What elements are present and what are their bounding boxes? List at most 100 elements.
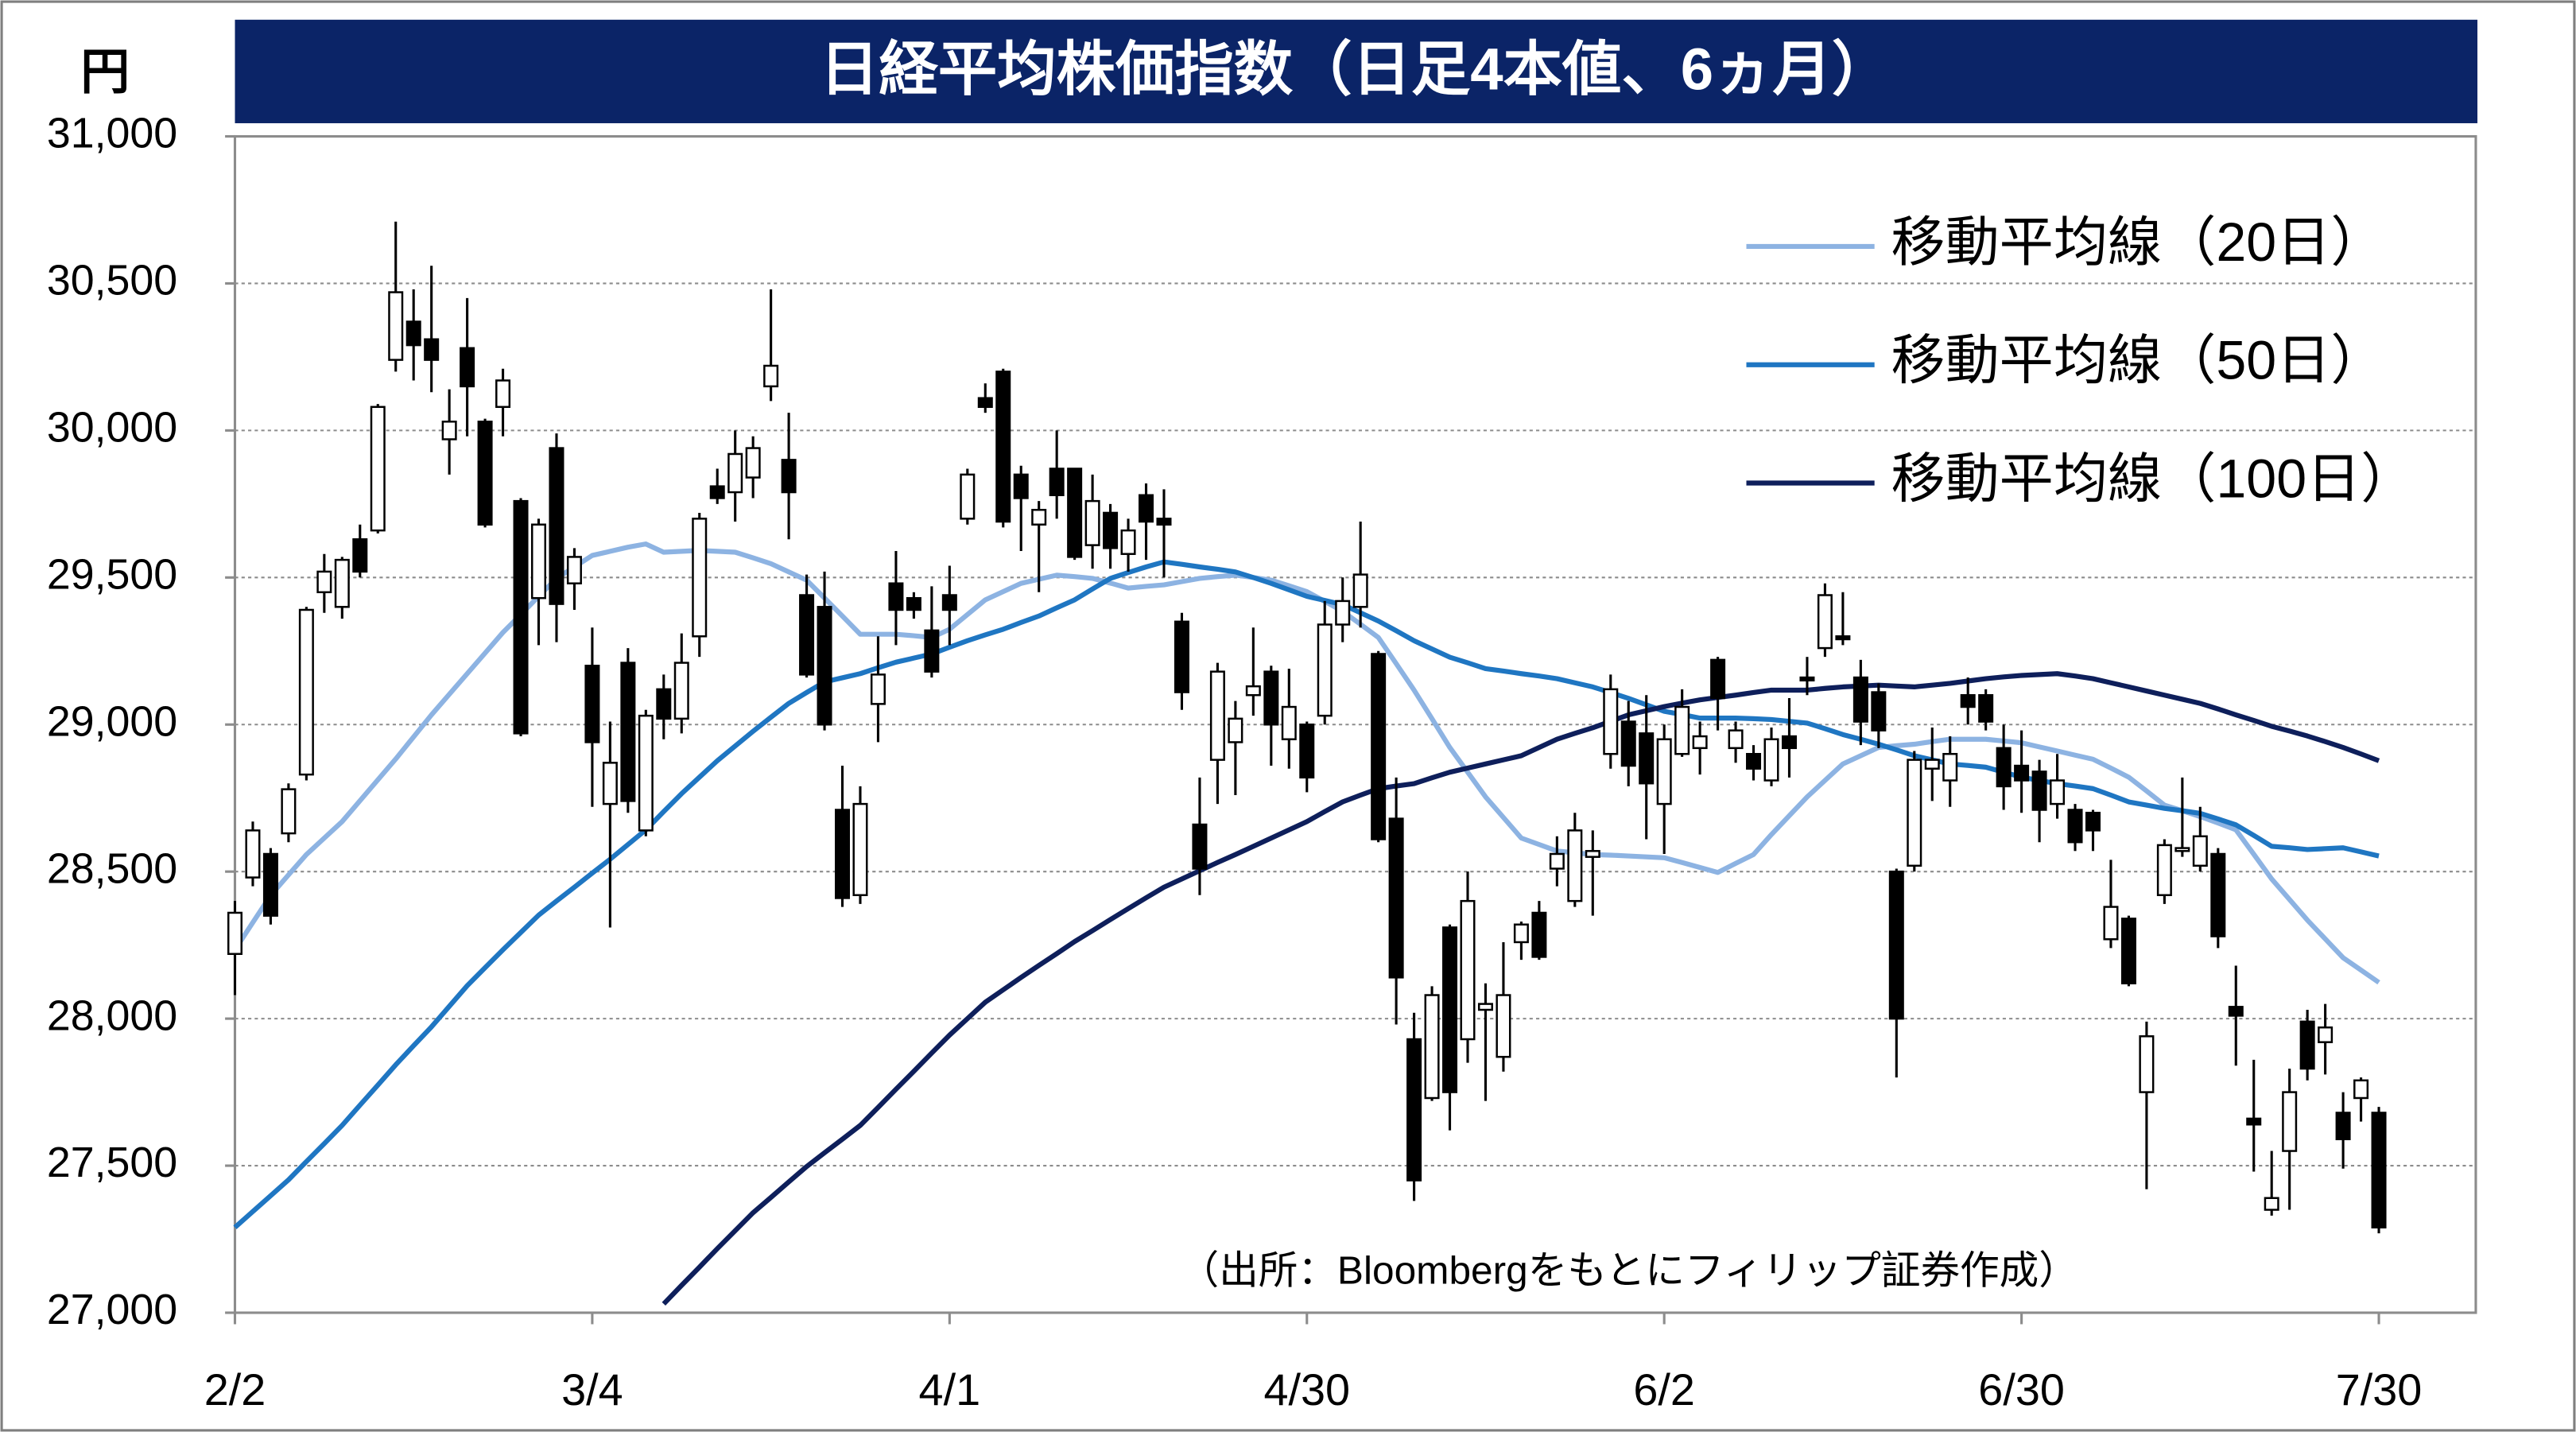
legend-label: 移動平均線（50日）	[1891, 331, 2384, 391]
source-note: （出所：Bloombergをもとにフィリップ証券作成）	[1180, 1248, 2078, 1292]
candle-body	[1477, 1003, 1493, 1011]
y-tick-label: 31,000	[47, 110, 177, 157]
candle-body	[2139, 1035, 2155, 1093]
candle-body	[1531, 911, 1547, 958]
y-tick-label: 28,000	[47, 992, 177, 1039]
candle-body	[1496, 994, 1511, 1058]
candle-body	[888, 582, 904, 611]
candle-body	[477, 421, 493, 526]
candle-body	[941, 594, 957, 611]
candle-body	[1907, 759, 1922, 867]
candle-body	[1317, 623, 1333, 717]
candle-body	[1084, 499, 1100, 546]
x-tick-label: 7/30	[2336, 1364, 2423, 1415]
candle-body	[1639, 732, 1655, 785]
y-tick-label: 28,500	[47, 844, 177, 892]
y-tick-label: 30,500	[47, 257, 177, 305]
candle-body	[584, 665, 600, 743]
candle-body	[995, 371, 1011, 523]
candle-body	[298, 608, 314, 776]
x-tick-label: 4/1	[919, 1364, 981, 1415]
candle-body	[1031, 508, 1047, 526]
candle-body	[1763, 738, 1779, 782]
candle-body	[1692, 735, 1708, 750]
candle-body	[566, 556, 582, 584]
candle-body	[2120, 918, 2136, 984]
candle-body	[2282, 1091, 2298, 1152]
candle-body	[1263, 670, 1279, 726]
candle-body	[1352, 573, 1368, 608]
candle-body	[673, 662, 689, 720]
candle-body	[352, 537, 368, 573]
candle-body	[1852, 676, 1868, 723]
candle-body	[1871, 691, 1887, 732]
candle-body	[530, 523, 547, 600]
candle-body	[763, 364, 779, 388]
candle-body	[1799, 676, 1815, 682]
candle-body	[656, 688, 672, 720]
candle-body	[1281, 705, 1297, 740]
candle-body	[620, 662, 636, 802]
candle-body	[2210, 852, 2226, 937]
candle-body	[1228, 717, 1243, 743]
candle-body	[781, 459, 797, 494]
candle-body	[2264, 1197, 2279, 1211]
candle-body	[1067, 468, 1083, 558]
candle-body	[2174, 847, 2190, 852]
candle-body	[441, 421, 457, 440]
candle-body	[2318, 1026, 2334, 1043]
candle-body	[924, 629, 940, 673]
candle-body	[1781, 735, 1797, 750]
candle-body	[549, 447, 564, 605]
x-tick-label: 6/2	[1633, 1364, 1695, 1415]
candle-body	[1174, 620, 1189, 693]
candle-body	[2335, 1112, 2351, 1141]
legend: 移動平均線（20日） 移動平均線（50日） 移動平均線（100日）	[1746, 212, 2415, 510]
candle-body	[852, 802, 868, 897]
candle-body	[1192, 823, 1208, 870]
candle-body	[1888, 870, 1904, 1020]
candle-body	[799, 594, 815, 676]
candle-body	[2014, 764, 2030, 782]
candle-body	[2031, 770, 2047, 811]
candle-body	[1835, 635, 1851, 641]
candle-body	[977, 397, 993, 409]
candle-body	[1513, 923, 1529, 944]
candle-body	[513, 499, 529, 735]
y-tick-label: 29,500	[47, 550, 177, 598]
candle-body	[1049, 468, 1065, 496]
candle-body	[1335, 600, 1351, 626]
candle-body	[2246, 1117, 2262, 1126]
y-tick-label: 27,000	[47, 1286, 177, 1333]
candle-body	[835, 809, 851, 899]
candle-body	[1120, 529, 1136, 555]
candle-body	[1245, 685, 1261, 697]
candle-body	[1209, 670, 1225, 761]
candle-body	[709, 485, 725, 499]
candle-body	[2067, 809, 2083, 844]
y-tick-label: 29,000	[47, 697, 177, 745]
candle-body	[1817, 594, 1833, 650]
candle-body	[460, 347, 475, 388]
y-tick-label: 30,000	[47, 404, 177, 452]
x-tick-label: 4/30	[1263, 1364, 1350, 1415]
legend-label: 移動平均線（20日）	[1891, 212, 2384, 273]
x-tick-label: 2/2	[204, 1364, 266, 1415]
candle-body	[2371, 1112, 2387, 1228]
candle-body	[334, 558, 350, 608]
candle-body	[1371, 653, 1387, 840]
candle-body	[1567, 829, 1583, 902]
candle-body	[316, 570, 332, 594]
candle-body	[2156, 844, 2172, 897]
candle-body	[1299, 724, 1315, 779]
x-tick-label: 3/4	[561, 1364, 623, 1415]
candle-body	[1942, 752, 1958, 782]
chart-title: 日経平均株価指数（日足4本値、6ヵ月）	[820, 37, 1891, 103]
candle-body	[1139, 494, 1154, 523]
candle-body	[817, 606, 832, 726]
candle-body	[1656, 738, 1672, 805]
candle-body	[1924, 759, 1940, 770]
candle-body	[1996, 747, 2012, 788]
candle-body	[2299, 1020, 2315, 1070]
